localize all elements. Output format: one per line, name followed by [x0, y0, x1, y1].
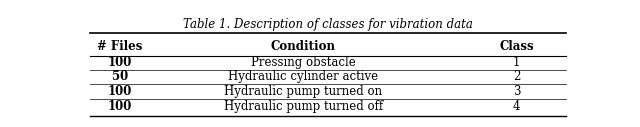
Text: Table 1. Description of classes for vibration data: Table 1. Description of classes for vibr…: [183, 18, 473, 31]
Text: 2: 2: [513, 70, 520, 83]
Text: 3: 3: [513, 85, 520, 98]
Text: 100: 100: [108, 100, 132, 113]
Text: Pressing obstacle: Pressing obstacle: [251, 56, 356, 69]
Text: 4: 4: [513, 100, 520, 113]
Text: 50: 50: [111, 70, 128, 83]
Text: Hydraulic pump turned off: Hydraulic pump turned off: [223, 100, 383, 113]
Text: # Files: # Files: [97, 40, 142, 53]
Text: Hydraulic pump turned on: Hydraulic pump turned on: [224, 85, 382, 98]
Text: Hydraulic cylinder active: Hydraulic cylinder active: [228, 70, 378, 83]
Text: 100: 100: [108, 56, 132, 69]
Text: Condition: Condition: [271, 40, 336, 53]
Text: 100: 100: [108, 85, 132, 98]
Text: 1: 1: [513, 56, 520, 69]
Text: Class: Class: [499, 40, 534, 53]
